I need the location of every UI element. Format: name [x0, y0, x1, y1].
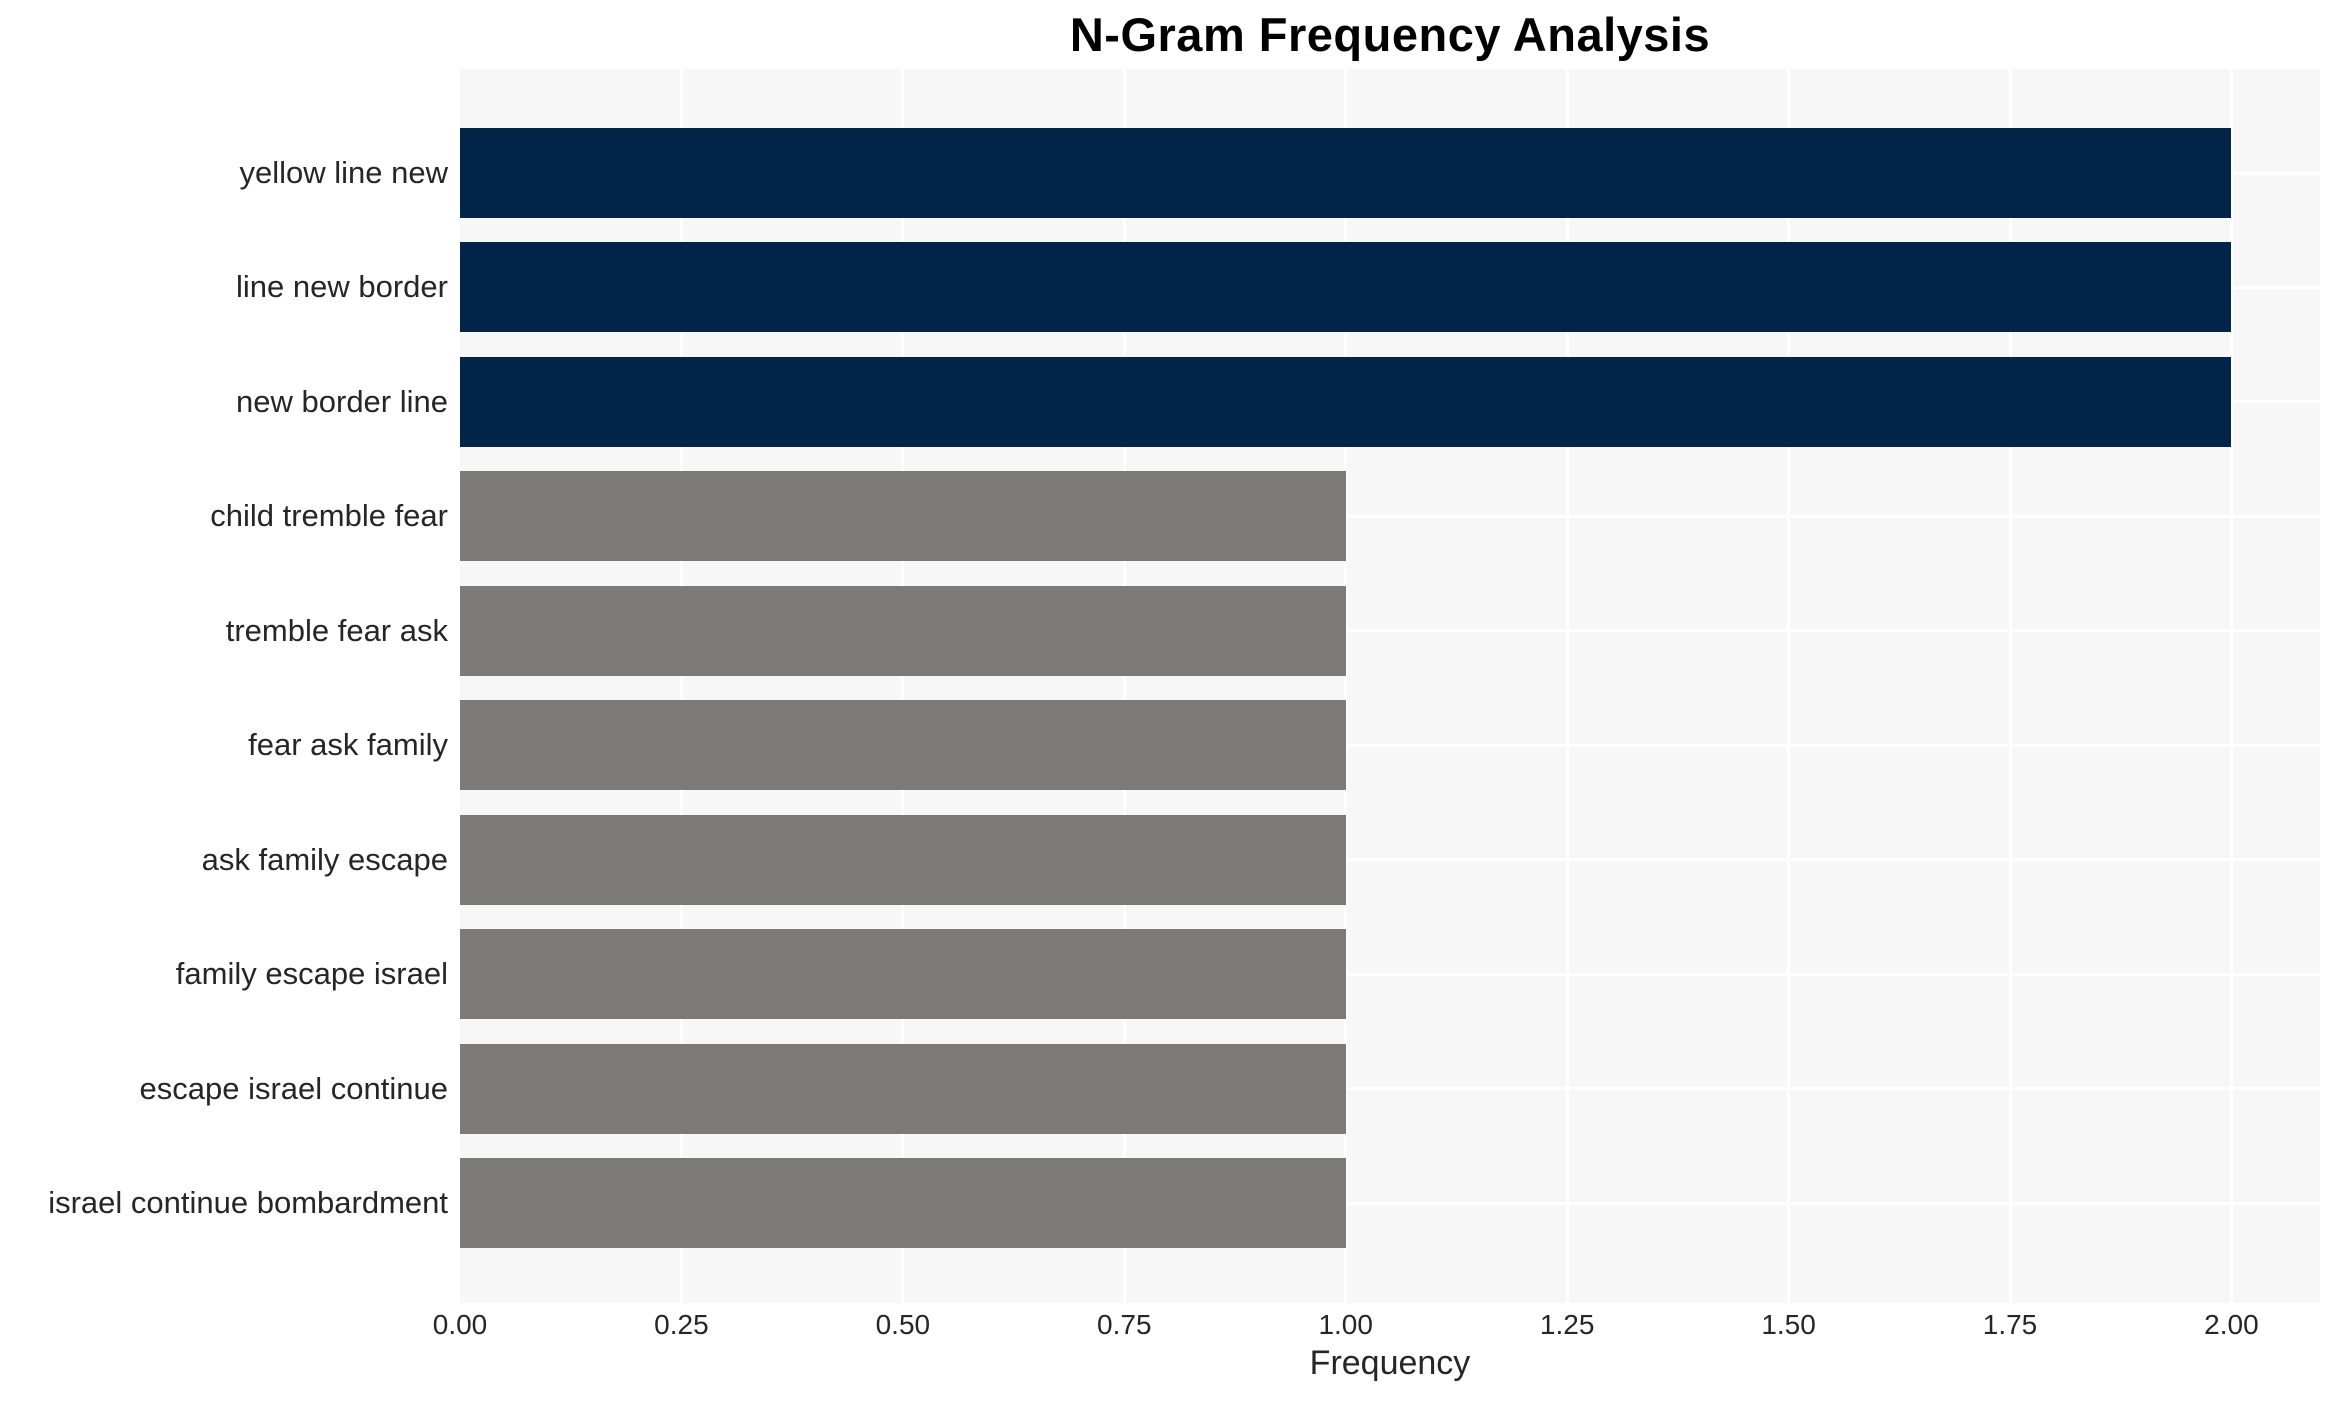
horizontal-gridline	[460, 743, 2320, 747]
x-tick-label: 0.50	[875, 1309, 931, 1340]
y-tick-label: escape israel continue	[139, 1070, 448, 1106]
bar-ask-family-escape	[460, 814, 1346, 905]
x-tick-label: 1.50	[1761, 1309, 1816, 1340]
bar-family-escape-israel	[460, 929, 1346, 1020]
y-tick-label: ask family escape	[201, 841, 448, 877]
bar-israel-continue-bombardment	[460, 1158, 1346, 1248]
y-tick-label: family escape israel	[175, 956, 448, 992]
horizontal-gridline	[460, 629, 2320, 633]
x-tick-label: 0.00	[432, 1309, 488, 1340]
x-tick-label: 2.00	[2204, 1309, 2259, 1340]
horizontal-gridline	[460, 858, 2320, 862]
y-tick-label: fear ask family	[248, 727, 448, 763]
horizontal-gridline	[460, 972, 2320, 976]
x-tick-label: 1.75	[1982, 1309, 2038, 1340]
bar-line-new-border	[460, 242, 2232, 333]
bar-escape-israel-continue	[460, 1043, 1346, 1134]
x-tick-label: 0.25	[654, 1309, 709, 1340]
bar-tremble-fear-ask	[460, 585, 1346, 676]
vertical-gridline	[901, 69, 905, 1303]
x-axis-title: Frequency	[1309, 1344, 1471, 1382]
chart-title: N-Gram Frequency Analysis	[1069, 8, 1711, 61]
y-tick-label: child tremble fear	[210, 498, 448, 534]
bar-fear-ask-family	[460, 700, 1346, 791]
plot-area	[460, 69, 2320, 1303]
vertical-gridline	[2008, 69, 2012, 1303]
horizontal-gridline	[460, 1087, 2320, 1091]
x-tick-label: 0.75	[1097, 1309, 1152, 1340]
y-tick-label: line new border	[236, 269, 448, 305]
vertical-gridline	[1344, 69, 1348, 1303]
y-tick-label: tremble fear ask	[225, 612, 448, 648]
vertical-gridline	[1565, 69, 1569, 1303]
vertical-gridline	[1122, 69, 1126, 1303]
vertical-gridline	[2229, 69, 2233, 1303]
bar-new-border-line	[460, 356, 2232, 447]
x-tick-label: 1.00	[1318, 1309, 1373, 1340]
bar-yellow-line-new	[460, 128, 2232, 218]
y-tick-label: new border line	[236, 383, 448, 419]
vertical-gridline	[679, 69, 683, 1303]
bar-child-tremble-fear	[460, 471, 1346, 562]
vertical-gridline	[1787, 69, 1791, 1303]
horizontal-gridline	[460, 514, 2320, 518]
x-tick-label: 1.25	[1539, 1309, 1595, 1340]
y-tick-label: israel continue bombardment	[48, 1185, 448, 1220]
horizontal-gridline	[460, 1201, 2320, 1205]
y-tick-label: yellow line new	[239, 155, 449, 190]
